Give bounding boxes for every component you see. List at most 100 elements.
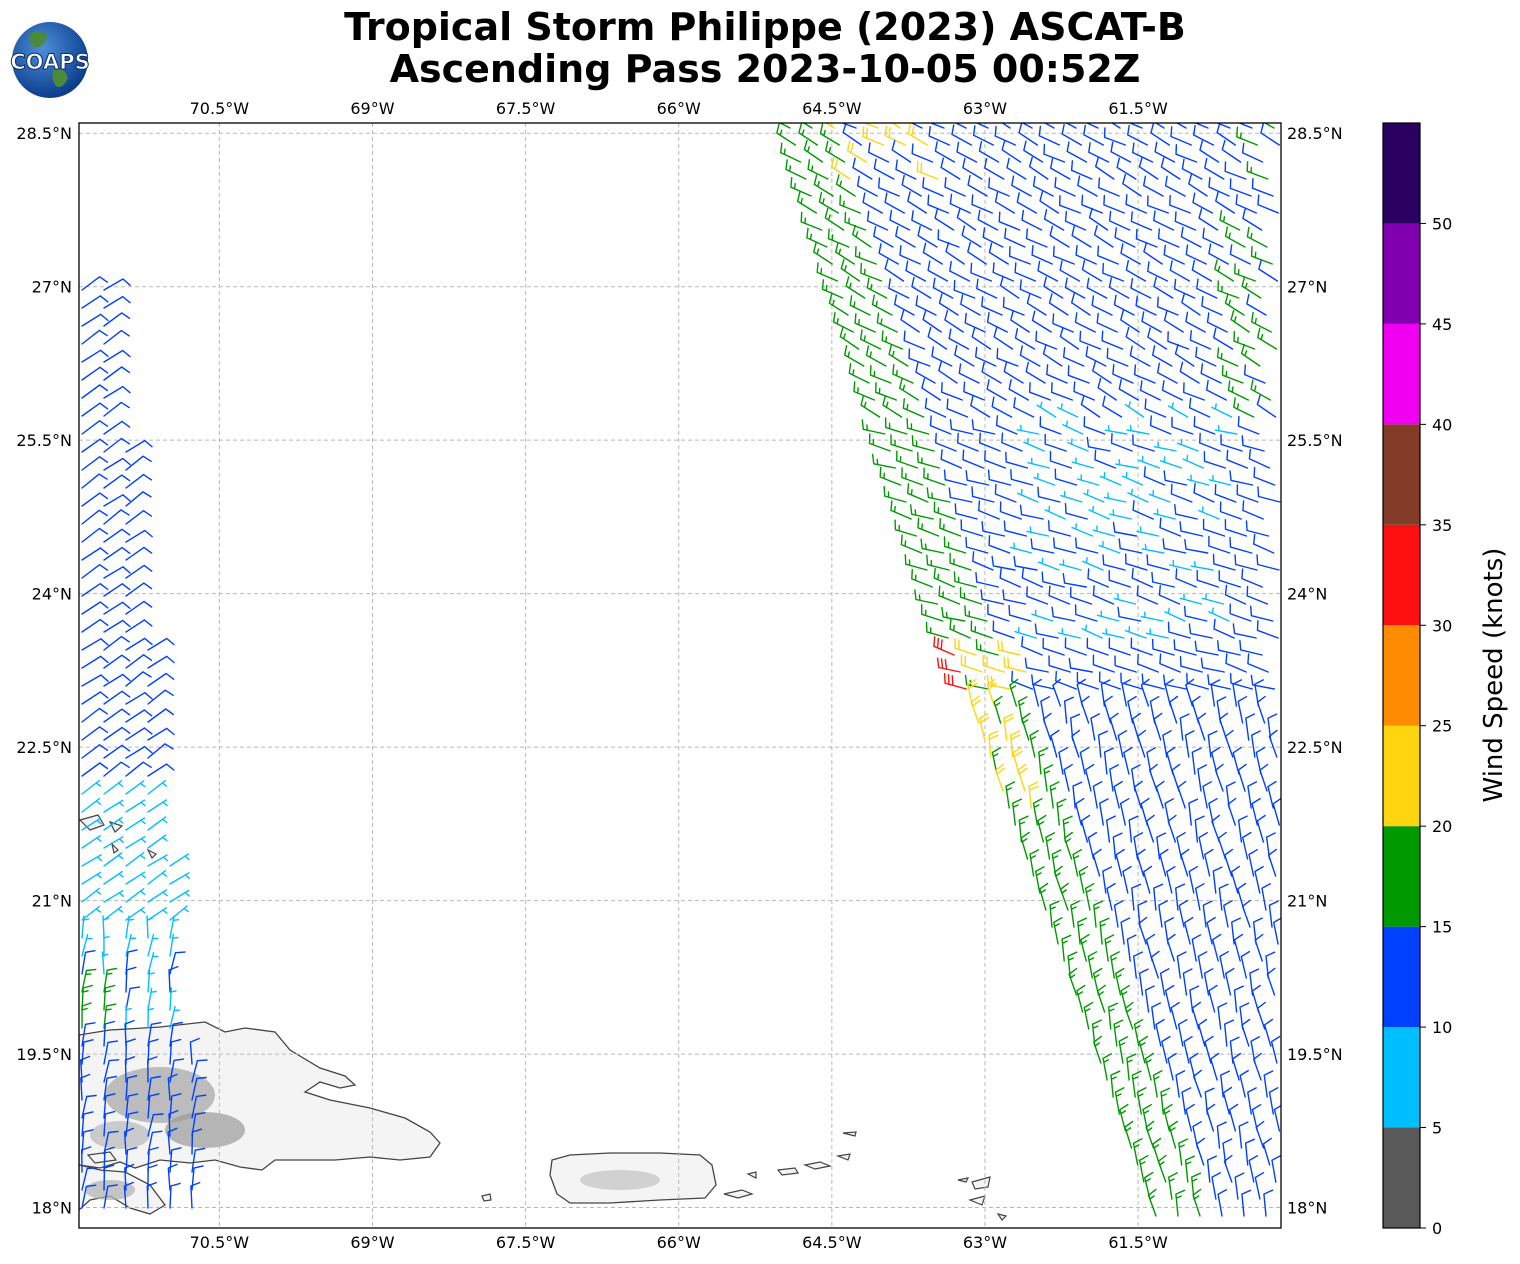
puerto-rico-shading <box>580 1170 660 1190</box>
wind-barb <box>81 854 103 867</box>
wind-barb <box>1224 519 1248 537</box>
wind-barb <box>1159 848 1169 877</box>
wind-barb <box>1241 568 1263 588</box>
wind-barb <box>1240 950 1251 979</box>
wind-barb <box>169 1182 181 1209</box>
wind-barb <box>1127 124 1148 146</box>
wind-barb <box>860 262 883 282</box>
wind-barb <box>125 1093 139 1119</box>
wind-barb <box>1020 831 1030 860</box>
wind-barb <box>965 470 990 486</box>
wind-barb <box>1094 449 1117 469</box>
wind-barb <box>125 529 153 543</box>
wind-barb <box>1092 585 1115 605</box>
wind-barb <box>1063 347 1085 367</box>
wind-barb <box>1175 883 1186 911</box>
wind-barb <box>191 1147 206 1173</box>
wind-barb <box>1153 508 1176 520</box>
wind-barb <box>1219 951 1229 979</box>
wind-barb <box>981 361 1002 384</box>
wind-barb <box>169 853 190 867</box>
wind-barb <box>103 349 131 363</box>
wind-barb <box>1156 296 1179 316</box>
wind-barb <box>81 384 109 399</box>
wind-barb <box>962 449 985 469</box>
wind-barb <box>81 329 108 345</box>
wind-barb <box>1014 328 1036 350</box>
wind-barb <box>1263 123 1275 129</box>
wind-barb <box>1259 763 1269 792</box>
wind-barb <box>849 295 871 316</box>
wind-barb <box>884 125 906 146</box>
wind-barb <box>81 1094 97 1119</box>
wind-barb <box>1142 865 1153 894</box>
wind-barb <box>1046 364 1068 384</box>
wind-barb <box>125 439 153 453</box>
wind-barb <box>906 418 930 435</box>
wind-barb <box>891 123 901 129</box>
wind-barb <box>103 619 131 633</box>
wind-barb <box>1018 123 1038 146</box>
wind-barb <box>1232 679 1243 707</box>
wind-barb <box>1147 261 1169 282</box>
wind-barb <box>1055 670 1077 690</box>
wind-barb <box>81 402 109 417</box>
wind-barb <box>168 1109 179 1137</box>
wind-barb <box>1183 1036 1193 1064</box>
wind-barb <box>927 326 948 350</box>
wind-barb <box>1023 140 1044 163</box>
wind-barb <box>1132 434 1155 452</box>
wind-barb <box>80 1073 91 1101</box>
wind-barb <box>1138 916 1148 945</box>
wind-barb <box>103 457 131 471</box>
wind-barb <box>1028 781 1039 809</box>
wind-barb <box>103 1040 119 1065</box>
wind-barb <box>1181 1087 1192 1115</box>
wind-barb <box>956 207 977 231</box>
wind-barb <box>125 1146 138 1173</box>
wind-barb <box>81 674 109 687</box>
wind-barb <box>1217 640 1241 656</box>
wind-barb <box>1152 1070 1163 1098</box>
wind-barb <box>1223 900 1233 928</box>
wind-barb <box>1012 798 1022 826</box>
wind-barb <box>1108 570 1131 588</box>
wind-barb <box>911 568 933 588</box>
wind-barb <box>1008 379 1029 401</box>
wind-barb <box>960 519 984 537</box>
wind-barb <box>1003 713 1014 741</box>
wind-barb <box>862 126 884 146</box>
wind-barb <box>1130 211 1153 231</box>
wind-barb <box>824 207 845 231</box>
wind-barb <box>125 727 153 741</box>
wind-barb <box>1041 571 1065 588</box>
wind-barb <box>125 852 146 867</box>
wind-barb <box>1096 312 1118 333</box>
wind-barb <box>1113 294 1135 316</box>
wind-barb <box>1151 638 1175 656</box>
wind-barb <box>922 177 944 197</box>
wind-barb <box>1141 543 1165 554</box>
wind-barb <box>907 123 928 146</box>
wind-barb <box>1045 832 1055 860</box>
wind-barb <box>1099 798 1109 826</box>
wind-barb <box>1013 397 1035 418</box>
wind-barb <box>169 1005 180 1029</box>
wind-barb <box>147 854 169 867</box>
wind-barb <box>1097 730 1108 758</box>
wind-barb <box>103 726 131 741</box>
wind-barb <box>1184 916 1194 945</box>
wind-barb <box>1136 1087 1147 1115</box>
wind-barb <box>1224 161 1247 180</box>
wind-barb <box>1044 505 1066 520</box>
wind-barb <box>146 1182 157 1209</box>
wind-barb <box>1031 609 1054 622</box>
wind-barb <box>978 500 1000 520</box>
wind-barb <box>1116 157 1137 180</box>
wind-barb <box>1103 695 1113 724</box>
wind-barb <box>81 744 109 759</box>
wind-barb <box>125 654 153 669</box>
lat-label-right: 19.5°N <box>1287 1045 1343 1064</box>
wind-barb <box>1083 124 1104 146</box>
wind-barb <box>1241 1189 1252 1217</box>
